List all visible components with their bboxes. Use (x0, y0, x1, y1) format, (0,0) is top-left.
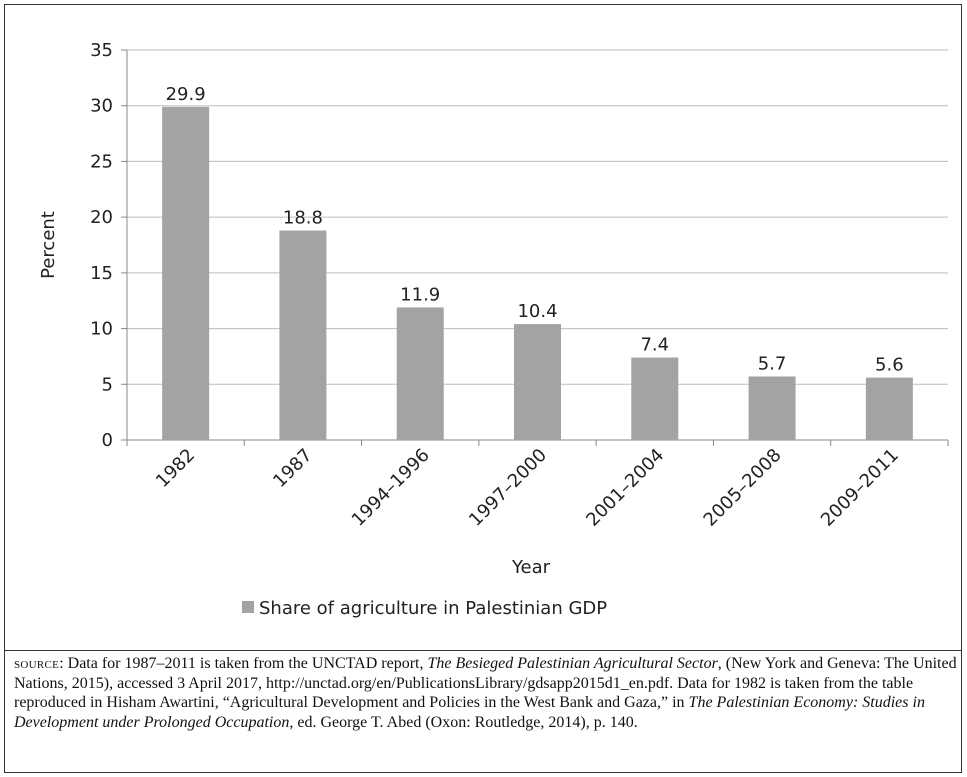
y-tick-label: 20 (90, 207, 113, 228)
bar-chart: 0 5 10 15 20 25 30 35 1982 1987 1994–1996 1997–2000… (38, 40, 949, 619)
y-tick-label: 30 (90, 96, 113, 117)
y-tick-label: 25 (90, 151, 113, 172)
x-axis-label: Year (511, 557, 551, 578)
bar-1987 (279, 230, 327, 440)
source-text-1: : Data for 1987–2011 is taken from the U… (59, 655, 428, 672)
data-label: 7.4 (640, 335, 669, 356)
source-divider (4, 650, 962, 651)
bar-2001–2004 (631, 357, 679, 440)
data-label: 18.8 (283, 208, 323, 229)
grid-layer (127, 49, 948, 385)
data-label: 5.7 (758, 353, 787, 374)
bar-layer (162, 106, 913, 440)
y-tick-label: 35 (90, 40, 113, 61)
x-tick-label: 1982 (152, 445, 199, 492)
legend-swatch (242, 601, 254, 613)
y-tick-label: 0 (102, 430, 113, 451)
x-tick-label: 1987 (269, 445, 316, 492)
bar-1994–1996 (396, 307, 444, 440)
y-axis-label: Percent (38, 211, 59, 279)
x-tick-label: 2005–2008 (700, 445, 786, 531)
source-title-1: The Besieged Palestinian Agricultural Se… (427, 655, 718, 672)
axis-layer: 0 5 10 15 20 25 30 35 1982 1987 1994–1996 1997–2000… (90, 40, 949, 531)
x-tick-label: 2009–2011 (817, 445, 903, 531)
source-title-2: The Palestinian Economy: Studies in Deve… (14, 694, 925, 731)
source-text-3: , ed. George T. Abed (Oxon: Routledge, 2… (289, 713, 638, 731)
source-label: source (14, 655, 60, 672)
bar-2009–2011 (865, 377, 913, 440)
bar-1997–2000 (514, 324, 561, 440)
data-label: 10.4 (517, 301, 557, 322)
data-label: 11.9 (400, 284, 440, 305)
x-tick-label: 2001–2004 (582, 445, 668, 531)
legend-label: Share of agriculture in Palestinian GDP (259, 598, 607, 619)
source-text-2: , (New York and Geneva: The United Natio… (14, 655, 957, 712)
legend: Share of agriculture in Palestinian GDP (242, 598, 607, 619)
y-tick-label: 5 (102, 374, 113, 395)
x-tick-label: 1997–2000 (465, 445, 551, 531)
bar-2005–2008 (748, 376, 796, 440)
data-label: 29.9 (166, 84, 206, 105)
data-label: 5.6 (875, 355, 904, 376)
y-tick-label: 15 (90, 263, 113, 284)
bar-1982 (162, 106, 210, 440)
source-note: source: Data for 1987–2011 is taken from… (14, 654, 959, 732)
x-tick-label: 1994–1996 (348, 445, 434, 531)
y-tick-label: 10 (90, 319, 113, 340)
data-label-layer: 29.9 18.8 11.9 10.4 7.4 5.7 5.6 (166, 84, 904, 376)
